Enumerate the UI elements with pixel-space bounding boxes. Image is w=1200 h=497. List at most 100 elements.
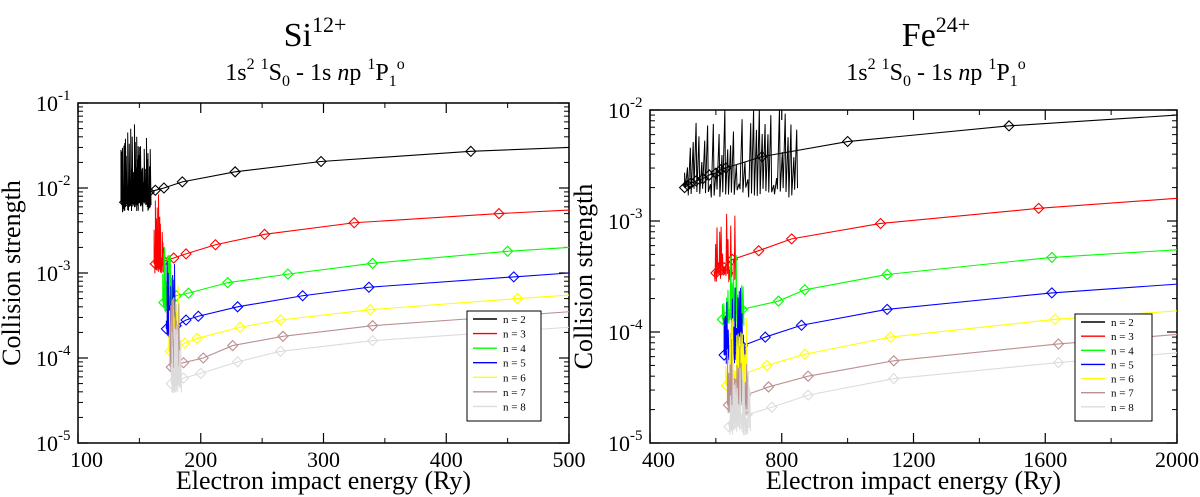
legend-label: n = 7: [1111, 388, 1134, 400]
data-point: [501, 245, 514, 258]
data-point: [756, 150, 768, 163]
data-point: [180, 248, 192, 260]
data-point: [1046, 251, 1058, 264]
data-point: [122, 193, 135, 206]
data-point: [180, 314, 192, 326]
data-point: [723, 421, 735, 433]
data-point: [296, 289, 309, 302]
data-point: [772, 295, 785, 307]
series-n-3: [710, 197, 1177, 283]
data-point: [1049, 313, 1061, 326]
chart-title: Si12+: [284, 12, 347, 54]
data-point: [715, 163, 727, 176]
data-point: [226, 339, 239, 352]
series-line: [722, 249, 1177, 320]
data-point: [209, 238, 222, 251]
data-point: [874, 217, 887, 230]
y-tick-label: 10-3: [36, 258, 71, 286]
x-tick-label: 800: [765, 447, 798, 472]
y-axis-label: Collision strength: [0, 180, 26, 366]
data-point: [727, 417, 739, 430]
legend-box: [1074, 313, 1153, 422]
data-point: [315, 155, 327, 168]
data-point: [887, 372, 900, 385]
data-point: [149, 184, 162, 197]
y-tick-label: 10-3: [608, 206, 643, 234]
data-point: [799, 348, 811, 361]
data-point: [732, 414, 745, 427]
data-point: [197, 352, 209, 364]
x-tick-label: 400: [642, 447, 675, 472]
legend-label: n = 3: [503, 329, 526, 341]
data-point: [274, 345, 287, 358]
y-axis-label: Collision strength: [569, 184, 598, 370]
y-tick-label: 10-5: [36, 428, 71, 456]
legend-label: n = 6: [503, 372, 526, 384]
data-point: [726, 253, 739, 266]
y-tick-label: 10-1: [36, 88, 71, 116]
series-n-2: [678, 110, 1177, 198]
x-tick-label: 300: [307, 447, 340, 472]
legend: n = 2 n = 3 n = 4 n = 5 n = 6 n = 7 n = 8: [1074, 313, 1153, 422]
data-point: [722, 399, 735, 411]
data-point: [229, 166, 241, 178]
data-point: [177, 356, 190, 369]
data-point: [718, 261, 730, 274]
resonance-spikes: [723, 287, 747, 365]
series-n-2: [118, 124, 569, 213]
data-point: [762, 381, 775, 393]
legend-label: n = 7: [503, 387, 526, 399]
data-point: [366, 319, 379, 332]
legend: n = 2 n = 3 n = 4 n = 5 n = 6 n = 7 n = 8: [466, 310, 542, 422]
data-point: [127, 191, 140, 203]
x-tick-label: 1200: [892, 447, 936, 472]
y-tick-label: 10-4: [608, 317, 643, 345]
data-point: [799, 284, 811, 296]
data-point: [465, 145, 477, 158]
data-point: [182, 287, 195, 299]
chart-subtitle: 1s2 1S0 - 1s np 1P1o: [225, 49, 404, 90]
x-axis-label: Electron impact energy (Ry): [766, 466, 1061, 495]
series-line: [715, 197, 1177, 274]
data-point: [511, 292, 524, 305]
data-point: [231, 356, 244, 368]
data-point: [841, 135, 854, 148]
y-tick-label: 10-5: [608, 428, 643, 456]
y-tick-label: 10-2: [608, 95, 643, 123]
data-point: [884, 331, 897, 343]
data-point: [221, 276, 234, 289]
data-point: [1032, 202, 1045, 215]
data-point: [802, 370, 814, 382]
data-point: [802, 389, 814, 401]
data-point: [258, 228, 271, 241]
data-point: [191, 332, 203, 345]
data-point: [282, 268, 294, 280]
data-point: [710, 167, 722, 179]
chart-panel-0: Si12+1s2 1S0 - 1s np 1P1o 100 200 300 400 500…: [0, 12, 586, 495]
chart-subtitle: 1s2 1S0 - 1s np 1P1o: [846, 49, 1025, 90]
data-point: [678, 181, 691, 194]
data-point: [1003, 120, 1015, 132]
data-point: [231, 301, 244, 313]
legend-label: n = 8: [1111, 402, 1134, 414]
data-point: [149, 258, 162, 270]
data-point: [759, 331, 772, 343]
data-point: [795, 319, 808, 332]
data-point: [1052, 356, 1065, 369]
data-point: [192, 310, 205, 323]
data-point: [887, 355, 900, 367]
legend-label: n = 5: [503, 358, 526, 370]
data-point: [761, 359, 773, 372]
x-tick-label: 2000: [1155, 447, 1199, 472]
data-point: [274, 314, 287, 326]
data-point: [785, 233, 798, 245]
data-point: [715, 264, 727, 277]
legend-label: n = 4: [1111, 345, 1134, 357]
resonance-spikes: [728, 363, 751, 436]
data-point: [348, 216, 360, 229]
data-point: [177, 372, 190, 384]
data-point: [741, 408, 753, 421]
legend-label: n = 2: [503, 314, 526, 326]
data-point: [234, 321, 246, 334]
